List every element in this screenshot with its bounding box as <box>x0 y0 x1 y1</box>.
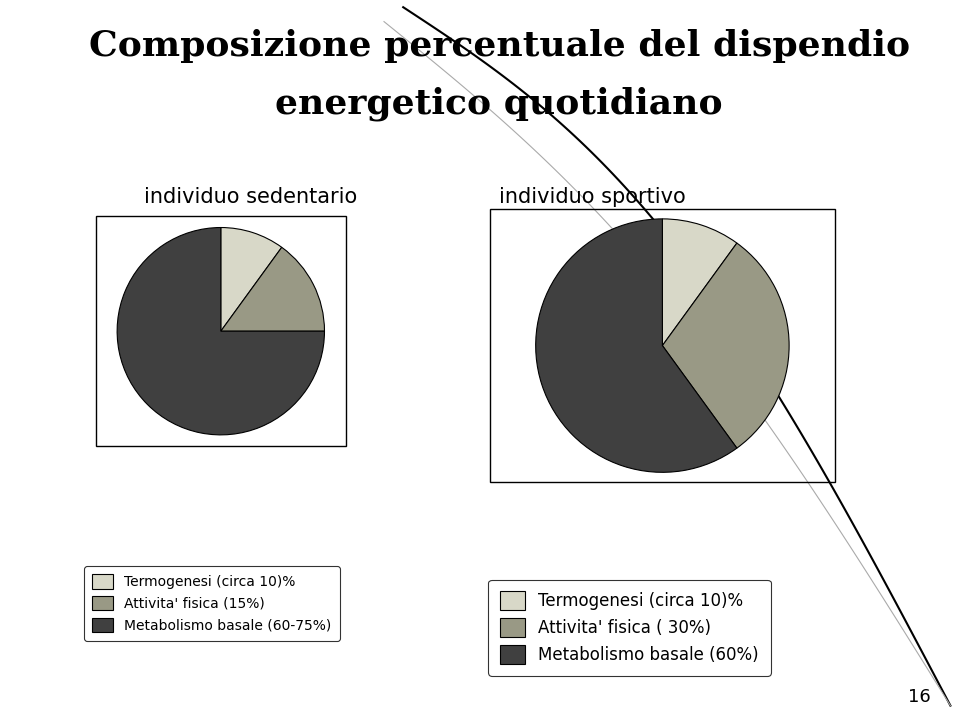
Legend: Termogenesi (circa 10)%, Attivita' fisica (15%), Metabolismo basale (60-75%): Termogenesi (circa 10)%, Attivita' fisic… <box>84 566 340 641</box>
Text: energetico quotidiano: energetico quotidiano <box>276 86 723 121</box>
Text: Composizione percentuale del dispendio: Composizione percentuale del dispendio <box>88 29 910 63</box>
Text: individuo sportivo: individuo sportivo <box>499 187 686 207</box>
Text: 16: 16 <box>908 688 931 706</box>
Text: individuo sedentario: individuo sedentario <box>144 187 357 207</box>
Wedge shape <box>662 219 737 346</box>
Wedge shape <box>221 248 324 331</box>
Wedge shape <box>662 243 789 448</box>
Wedge shape <box>117 228 324 435</box>
Legend: Termogenesi (circa 10)%, Attivita' fisica ( 30%), Metabolismo basale (60%): Termogenesi (circa 10)%, Attivita' fisic… <box>489 580 771 675</box>
Wedge shape <box>536 219 737 472</box>
Wedge shape <box>221 228 281 331</box>
